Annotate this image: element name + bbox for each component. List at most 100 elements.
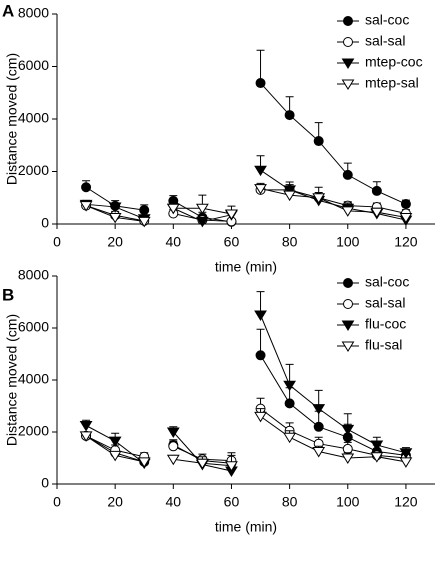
x-axis-label: time (min) — [215, 519, 277, 535]
marker — [313, 136, 324, 147]
legend-marker — [341, 58, 355, 69]
legend-marker — [343, 278, 353, 288]
marker — [166, 454, 180, 466]
legend-label: sal-coc — [365, 12, 409, 28]
series-line — [85, 189, 407, 222]
legend-marker — [341, 320, 355, 331]
marker — [399, 448, 413, 459]
y-tick-label: 4000 — [18, 371, 49, 387]
x-tick-label: 20 — [107, 494, 123, 510]
legend-label: sal-coc — [365, 274, 409, 290]
y-tick-label: 8000 — [18, 267, 49, 283]
legend-marker — [341, 341, 355, 352]
marker — [342, 169, 353, 180]
legend-label: sal-sal — [365, 295, 405, 311]
x-tick-label: 100 — [336, 234, 360, 250]
y-tick-label: 6000 — [18, 57, 49, 73]
x-tick-label: 80 — [282, 234, 298, 250]
marker — [195, 216, 209, 228]
marker — [254, 411, 267, 423]
panel-label: B — [2, 285, 14, 304]
marker — [312, 193, 326, 204]
marker — [283, 432, 297, 444]
marker — [225, 209, 238, 220]
legend-label: sal-sal — [365, 33, 405, 49]
series-line — [86, 169, 407, 222]
marker — [195, 203, 209, 215]
x-tick-label: 80 — [282, 494, 298, 510]
marker — [283, 380, 297, 392]
x-tick-label: 60 — [224, 234, 240, 250]
y-tick-label: 2000 — [18, 423, 49, 439]
marker — [166, 203, 180, 215]
panel-label: A — [2, 1, 14, 20]
marker — [81, 182, 92, 193]
y-axis-label: Distance moved (cm) — [4, 53, 20, 185]
marker — [370, 452, 384, 463]
marker — [79, 201, 93, 212]
series-line — [85, 82, 407, 223]
marker — [79, 431, 93, 442]
marker — [312, 404, 326, 415]
x-tick-label: 60 — [224, 494, 240, 510]
series-line — [85, 355, 406, 464]
marker — [254, 184, 267, 195]
marker — [255, 350, 266, 361]
legend-marker — [341, 79, 355, 90]
y-tick-label: 4000 — [18, 110, 49, 126]
marker — [254, 165, 267, 177]
marker — [312, 447, 326, 458]
marker — [195, 458, 209, 470]
marker — [108, 202, 122, 213]
legend-label: flu-sal — [365, 337, 402, 353]
x-tick-label: 120 — [394, 494, 418, 510]
marker — [225, 461, 238, 472]
marker — [370, 207, 384, 219]
marker — [168, 441, 179, 452]
marker — [284, 110, 295, 121]
marker — [341, 424, 355, 436]
x-tick-label: 20 — [107, 234, 123, 250]
marker — [283, 190, 297, 202]
legend-marker — [343, 37, 353, 47]
marker — [284, 398, 295, 409]
y-axis-label: Distance moved (cm) — [4, 314, 20, 446]
y-tick-label: 6000 — [18, 319, 49, 335]
y-tick-label: 0 — [41, 215, 49, 231]
series-line — [85, 314, 407, 472]
marker — [139, 205, 150, 216]
x-tick-label: 40 — [166, 494, 182, 510]
marker — [79, 421, 93, 432]
marker — [108, 212, 122, 224]
marker — [137, 457, 151, 468]
y-tick-label: 8000 — [18, 5, 49, 21]
marker — [166, 427, 180, 438]
x-tick-label: 120 — [394, 234, 418, 250]
marker — [341, 453, 355, 464]
marker — [342, 443, 353, 454]
marker — [399, 212, 413, 224]
marker — [108, 450, 122, 462]
legend-marker — [343, 299, 353, 309]
legend-marker — [343, 16, 353, 26]
series-line — [85, 188, 407, 222]
marker — [254, 310, 267, 321]
y-tick-label: 0 — [41, 475, 49, 491]
x-axis-label: time (min) — [215, 259, 277, 275]
marker — [400, 199, 411, 210]
legend-label: flu-coc — [365, 316, 406, 332]
x-tick-label: 100 — [336, 494, 360, 510]
marker — [137, 216, 151, 228]
marker — [371, 185, 382, 196]
marker — [399, 457, 413, 468]
marker — [341, 206, 355, 217]
legend-label: mtep-sal — [365, 75, 419, 91]
y-tick-label: 2000 — [18, 162, 49, 178]
x-tick-label: 0 — [53, 494, 61, 510]
marker — [108, 436, 122, 448]
marker — [313, 421, 324, 432]
x-tick-label: 40 — [166, 234, 182, 250]
x-tick-label: 0 — [53, 234, 61, 250]
marker — [370, 440, 384, 451]
